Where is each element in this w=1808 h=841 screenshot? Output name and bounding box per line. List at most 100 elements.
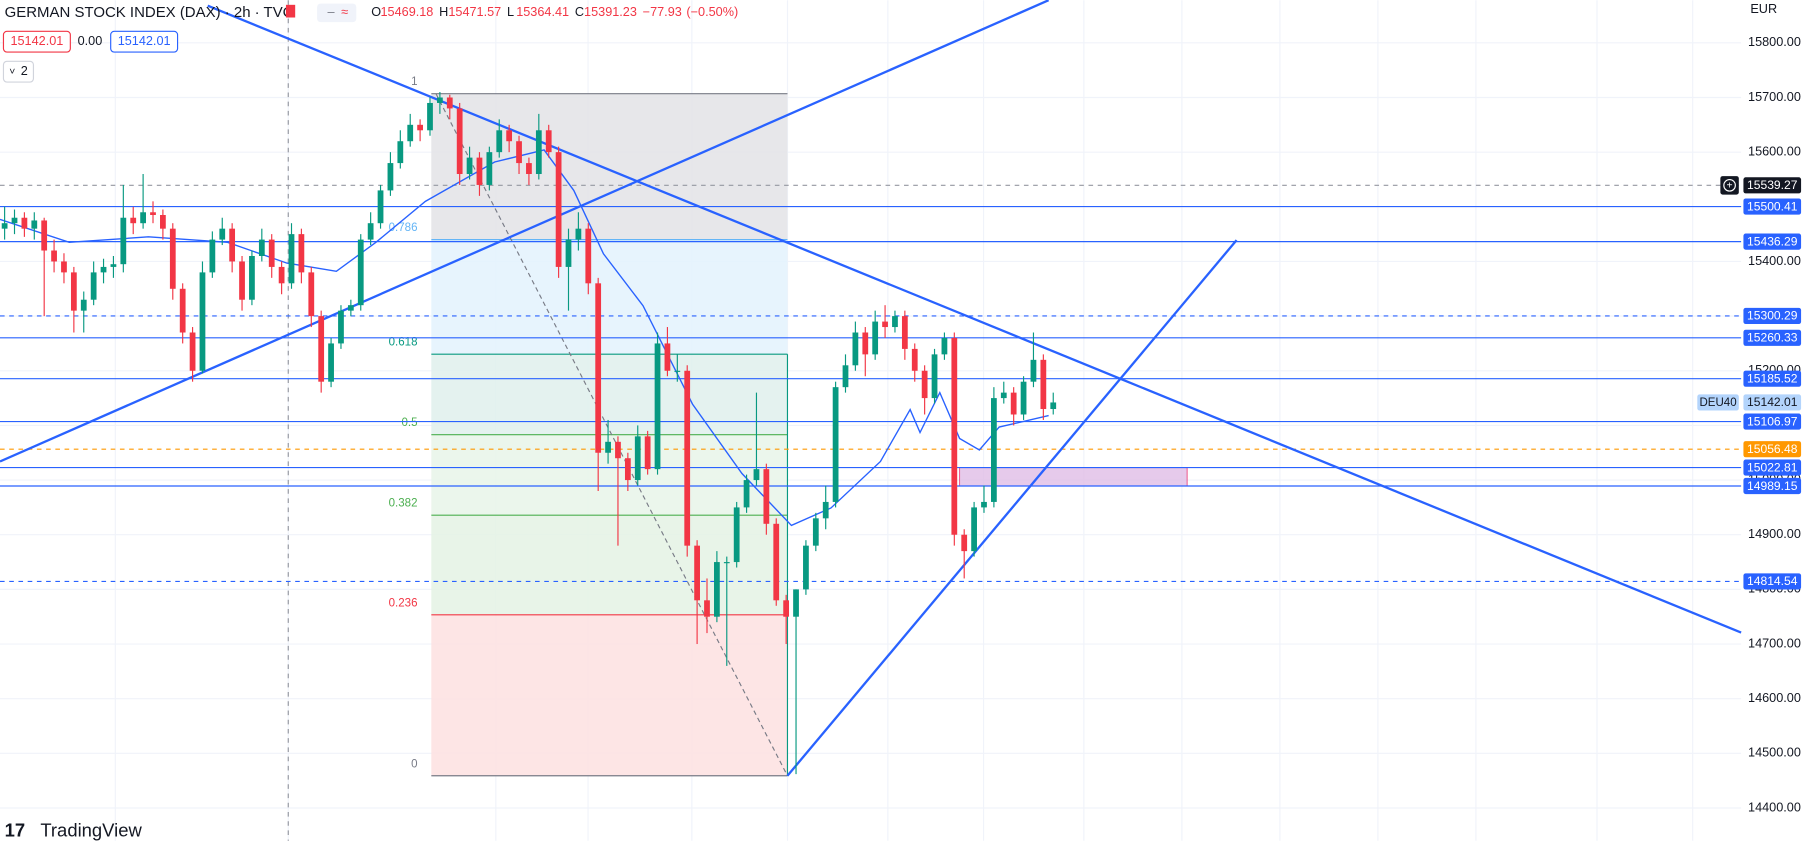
candle-body [674,370,681,372]
candle-body [506,130,513,142]
candle-body [862,332,869,355]
candle-body [1000,392,1007,399]
y-tick-label: 15600.00 [1748,144,1801,158]
candle-body [110,264,117,267]
fib-zone [431,614,788,776]
candle-body [278,266,285,284]
fib-label: 0.618 [389,337,418,349]
candle-body [664,343,671,371]
candle-body [991,398,997,502]
candle-body [258,239,265,256]
candle-body [209,239,216,273]
candle-body [1030,359,1037,382]
candle-body [21,217,28,229]
candle-body [575,228,582,240]
candle-body [852,332,859,366]
brand: TradingView [40,819,142,840]
candle-body [872,321,879,355]
currency[interactable]: EUR [1750,2,1777,16]
fib-label: 0.5 [401,417,417,429]
candle-body [733,507,740,563]
toggle-icon: – [327,5,335,19]
fib-label: 0 [411,758,417,770]
candle-body [298,234,305,273]
candle-body [743,480,750,508]
layers-button[interactable] [2,60,35,83]
candle-body [476,157,483,185]
candle-body [981,501,987,508]
candle-body [763,469,770,524]
ohlc-key: H [439,5,448,19]
level-label: 14989.15 [1747,479,1798,493]
candle-body [179,288,186,333]
candle-body [842,365,849,388]
fib-diagonal [435,93,788,777]
candle-body [684,370,691,546]
toggle-button[interactable] [317,3,357,23]
buy-box[interactable] [110,30,179,53]
level-badge [1743,233,1802,250]
candle-body [526,163,532,175]
candle-body [654,343,661,470]
level-badge [1743,307,1802,325]
candle-body [308,272,315,317]
candle-body [80,299,87,311]
level-label: 15300.29 [1747,309,1798,323]
candle-body [387,163,394,191]
candle-body [1010,392,1017,415]
candle-body [150,212,156,216]
candle-body [169,228,176,289]
candle-body [971,507,977,552]
candle-body [535,130,542,175]
candle-body [456,108,463,175]
candle-body [11,217,18,224]
level-badge [1743,413,1802,430]
candle-body [189,332,196,371]
candle-body [516,141,522,164]
candle-body [545,130,552,153]
candle-body [130,217,137,224]
candle-body [357,239,364,306]
candle-body [90,272,97,300]
candle-body [812,518,819,546]
symbol-badge [1697,394,1739,411]
candle-body [51,250,57,262]
candle-body [694,545,700,601]
candle-body [605,441,611,453]
last-price: 15142.01 [1747,395,1798,409]
candle-body [634,436,641,481]
candle-body [219,228,226,240]
ohlc-value: 15364.41 [516,5,569,19]
symbol-title: GERMAN STOCK INDEX (DAX) · 2h · TVC [5,4,294,21]
candle-body [288,234,295,284]
plus-icon [1723,178,1736,192]
y-tick-label: 15800.00 [1748,35,1801,49]
candle-body [803,545,809,590]
candle-body [595,283,602,453]
candle-body [496,130,503,153]
level-badge [1743,459,1802,476]
level-badge [1743,329,1802,346]
logo-mark: 17 [5,819,26,840]
candle-body [338,310,344,344]
level-badge [1743,177,1802,194]
fib-zone [431,93,788,240]
candle-body [832,387,839,502]
candle-body [892,316,898,328]
candle-body [268,239,275,267]
candle-body [486,152,493,185]
bid-price: 15142.01 [10,34,63,48]
candle-body [555,152,562,267]
candle-body [377,190,384,224]
sell-box[interactable] [2,30,71,53]
fib-label: 0.236 [389,597,418,609]
candle-body [565,239,572,267]
candle-body [160,215,166,229]
candle-body [466,157,473,175]
candle-body [328,343,334,382]
level-label: 15022.81 [1747,460,1798,474]
candle-body [397,141,404,164]
candle-body [229,228,236,262]
